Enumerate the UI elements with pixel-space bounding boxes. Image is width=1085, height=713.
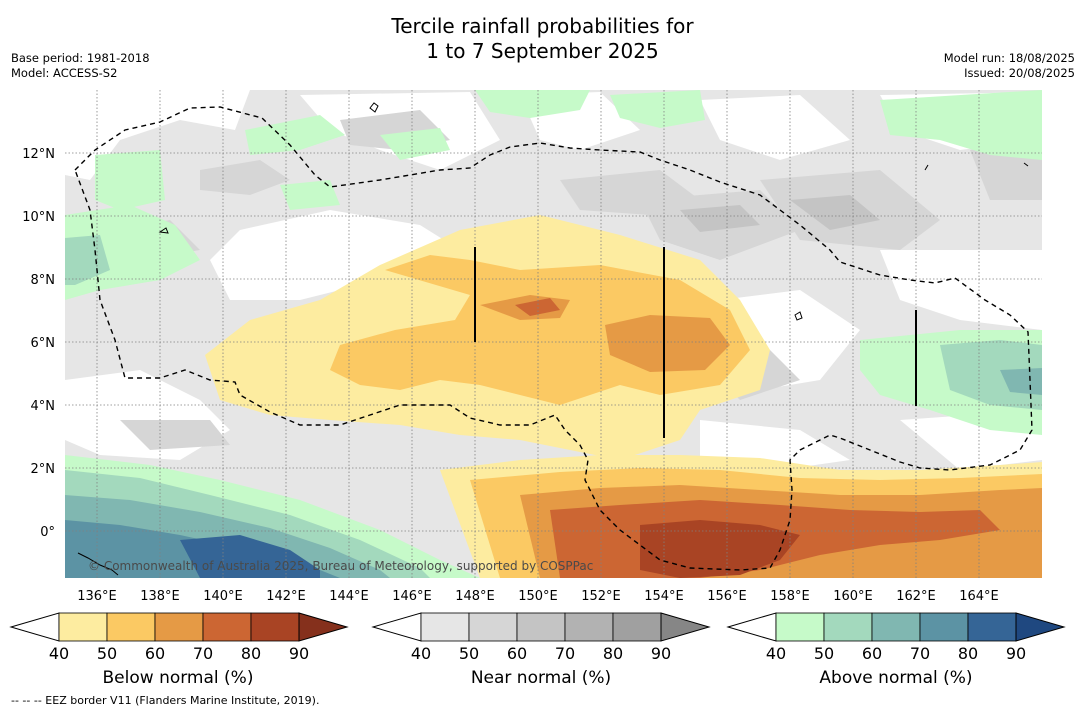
model-name: Model: ACCESS-S2 [11,66,118,80]
lat-tick-label: 12°N [22,147,55,162]
map-area: © Commonwealth of Australia 2025, Bureau… [65,90,1042,578]
colorbar-segment [58,612,108,642]
colorbar-below-normal: 40 50 60 70 80 90 [9,612,349,663]
issued-date: Issued: 20/08/2025 [964,66,1075,80]
colorbar-segment [106,612,156,642]
colorbar-tick-label: 80 [958,644,978,663]
colorbar-tick-label: 90 [1006,644,1026,663]
colorbar-segment [871,612,921,642]
colorbar-segment [420,612,470,642]
lat-tick-label: 2°N [31,462,56,477]
colorbar-extend-min [9,612,60,642]
lon-tick-label: 146°E [392,589,432,604]
colorbar-segment [612,612,662,642]
meta-right: Model run: 18/08/2025 Issued: 20/08/2025 [944,51,1075,81]
eez-border [74,106,1033,571]
lon-tick-label: 142°E [266,589,306,604]
lat-tick-label: 10°N [22,210,55,225]
colorbar-segment [823,612,873,642]
lat-axis: 12°N 10°N 8°N 6°N 4°N 2°N 0° [22,147,55,540]
lon-axis: 136°E 138°E 140°E 142°E 144°E 146°E 148°E 150°E… [77,589,999,604]
below-normal-label: Below normal (%) [102,668,254,688]
base-period: Base period: 1981-2018 [11,51,150,65]
lon-tick-label: 154°E [644,589,684,604]
colorbar-segment [564,612,614,642]
colorbar-segment [967,612,1017,642]
colorbar-segment [516,612,566,642]
graticule [65,90,1042,578]
colorbar-tick-label: 50 [459,644,479,663]
near-normal-label: Near normal (%) [470,668,612,688]
map-title: Tercile rainfall probabilities for 1 to … [0,14,1085,64]
colorbar-segment [202,612,252,642]
lon-tick-label: 148°E [455,589,495,604]
colorbar-segment [775,612,825,642]
colorbar-tick-label: 40 [411,644,431,663]
meta-left: Base period: 1981-2018 Model: ACCESS-S2 [11,51,150,81]
islands [77,102,1029,576]
colorbar-extend-min [371,612,422,642]
colorbar-segment [154,612,204,642]
lon-tick-label: 136°E [77,589,117,604]
colorbar-tick-label: 90 [289,644,309,663]
colorbar-tick-label: 90 [651,644,671,663]
colorbar-tick-label: 70 [193,644,213,663]
colorbar-tick-label: 40 [49,644,69,663]
title-line-1: Tercile rainfall probabilities for [391,14,694,38]
colorbar-segment [919,612,969,642]
lat-tick-label: 0° [40,525,55,540]
colorbar-segment [468,612,518,642]
colorbar-tick-label: 80 [241,644,261,663]
colorbar-above-normal: 40 50 60 70 80 90 [726,612,1066,663]
copyright-text: © Commonwealth of Australia 2025, Bureau… [88,559,593,573]
lon-tick-label: 160°E [833,589,873,604]
colorbar-tick-label: 50 [814,644,834,663]
lat-tick-label: 8°N [31,273,56,288]
lon-tick-label: 156°E [707,589,747,604]
below-normal-areas [205,215,1042,578]
colorbar-extend-max [660,612,711,642]
colorbar-tick-label: 50 [97,644,117,663]
colorbar-extend-max [1015,612,1066,642]
lon-tick-label: 150°E [518,589,558,604]
lon-tick-label: 152°E [581,589,621,604]
lat-tick-label: 6°N [31,336,56,351]
colorbar-tick-label: 80 [603,644,623,663]
near-normal-60 [680,195,880,232]
lon-tick-label: 164°E [959,589,999,604]
lon-tick-label: 138°E [140,589,180,604]
lon-tick-label: 144°E [329,589,369,604]
colorbar-near-normal: 40 50 60 70 80 90 [371,612,711,663]
colorbar-tick-label: 70 [555,644,575,663]
lon-tick-label: 158°E [770,589,810,604]
above-normal-label: Above normal (%) [819,668,973,688]
colorbar-tick-label: 60 [862,644,882,663]
lat-tick-label: 4°N [31,399,56,414]
colorbar-tick-label: 40 [766,644,786,663]
model-run: Model run: 18/08/2025 [943,51,1075,65]
lon-tick-label: 162°E [896,589,936,604]
lon-tick-label: 140°E [203,589,243,604]
colorbar-tick-label: 60 [145,644,165,663]
above-normal-areas [65,90,1042,578]
eez-footnote: -- -- -- EEZ border V11 (Flanders Marine… [11,694,320,707]
title-line-2: 1 to 7 September 2025 [426,39,659,63]
colorbar-extend-min [726,612,777,642]
colorbar-extend-max [298,612,349,642]
colorbar-tick-label: 70 [910,644,930,663]
colorbar-segment [250,612,300,642]
boundary-lines [474,247,917,438]
colorbar-tick-label: 60 [507,644,527,663]
